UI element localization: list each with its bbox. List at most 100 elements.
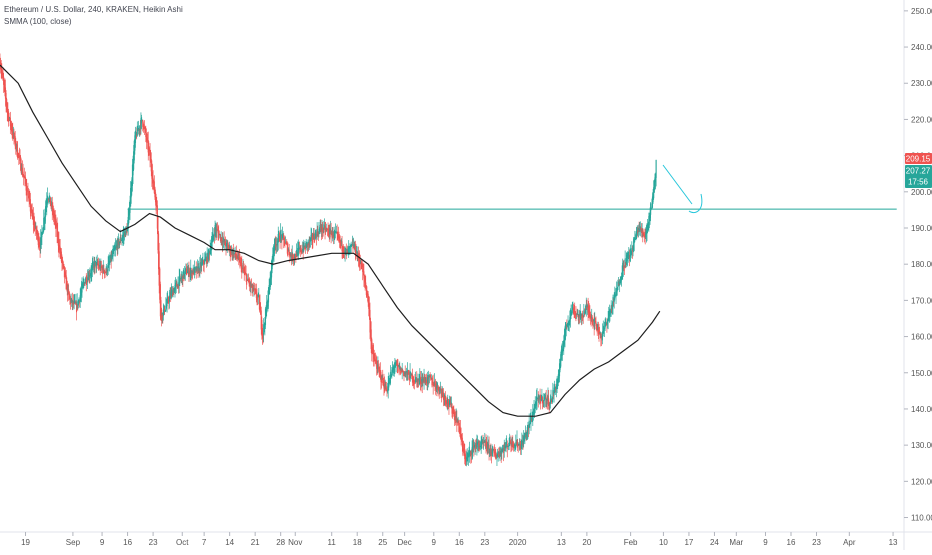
candle-body: [75, 302, 78, 313]
candle-body: [484, 441, 486, 443]
symbol-title[interactable]: Ethereum / U.S. Dollar, 240, KRAKEN, Hei…: [4, 5, 183, 14]
time-axis[interactable]: 19 Sep 9 16 23 Oct 7 14 21 28 Nov 11 18 25 Dec 9 16 23 202…: [21, 532, 898, 547]
candle-body: [290, 254, 292, 257]
candle-body: [516, 439, 518, 445]
candle-body: [437, 385, 439, 390]
candle-body: [625, 262, 627, 266]
candle-body: [5, 93, 7, 106]
candle-body: [462, 448, 465, 450]
candle-body: [27, 190, 29, 201]
candle-body: [145, 133, 147, 142]
candle-body: [21, 167, 24, 176]
candle-body: [38, 239, 40, 246]
candle-body: [330, 230, 332, 238]
candle-body: [616, 288, 618, 292]
candle-body: [371, 346, 373, 352]
candle-body: [390, 374, 392, 376]
candle-body: [208, 250, 210, 255]
candle-body: [558, 363, 561, 377]
candle-body: [582, 315, 584, 319]
candle-body: [172, 290, 174, 294]
candle-body: [326, 229, 329, 231]
candle-body: [541, 397, 544, 404]
candle-body: [474, 444, 476, 447]
projection-arrow-drawing[interactable]: [662, 164, 703, 214]
candle-body: [385, 386, 387, 391]
candle-body: [510, 441, 512, 445]
candle-body: [542, 400, 544, 403]
candle-body: [126, 229, 128, 233]
candle-body: [515, 442, 517, 446]
candle-body: [568, 322, 570, 324]
candle-body: [421, 380, 423, 385]
candle-body: [234, 250, 236, 254]
candle-body: [391, 369, 393, 375]
candle-body: [535, 396, 537, 406]
candle-body: [473, 445, 476, 448]
candle-body: [300, 250, 302, 252]
candle-body: [340, 240, 342, 245]
candle-body: [176, 283, 178, 287]
candle-body: [556, 379, 558, 387]
candle-body: [243, 267, 245, 272]
candle-body: [296, 253, 298, 258]
candle-body: [572, 307, 574, 309]
candle-body: [236, 255, 238, 259]
candle-body: [628, 254, 630, 256]
candle-body: [286, 242, 288, 244]
candle-body: [306, 242, 308, 246]
candle-body: [40, 237, 42, 248]
candle-body: [486, 446, 488, 452]
candle-body: [414, 381, 416, 383]
candle-body: [117, 238, 120, 244]
indicator-label[interactable]: SMMA (100, close): [4, 17, 72, 26]
candle-body: [171, 289, 173, 294]
candle-body: [591, 317, 593, 324]
candle-body: [461, 435, 463, 440]
candle-body: [15, 144, 17, 146]
candle-body: [514, 444, 516, 447]
candle-body: [135, 132, 137, 137]
price-axis[interactable]: 250.00240.00230.00220.00210.00200.00190.…: [904, 7, 932, 523]
candle-body: [260, 306, 262, 315]
candle-body: [0, 66, 2, 72]
candle-body: [8, 116, 10, 120]
candle-body: [609, 310, 611, 315]
candle-body: [399, 367, 401, 374]
candle-body: [131, 179, 133, 193]
candle-body: [44, 212, 46, 222]
candle-body: [240, 262, 242, 264]
candle-body: [7, 111, 10, 122]
candle-body: [277, 240, 279, 245]
candle-body: [396, 363, 398, 366]
candle-body: [94, 261, 96, 264]
candle-body: [10, 124, 13, 132]
candle-body: [645, 231, 647, 235]
candle-body: [166, 298, 168, 307]
candle-body: [486, 444, 488, 449]
candle-body: [577, 314, 579, 321]
smma-line[interactable]: [0, 64, 661, 417]
candle-body: [71, 298, 73, 301]
candle-body: [345, 250, 347, 251]
candle-body: [244, 271, 246, 274]
candle-body: [209, 248, 211, 253]
candle-body: [303, 242, 305, 252]
candle-body: [390, 371, 392, 380]
candle-body: [452, 410, 454, 412]
candle-body: [281, 235, 283, 241]
candle-body: [605, 321, 607, 326]
candle-body: [526, 427, 528, 434]
candle-body: [120, 240, 123, 241]
candle-body: [299, 246, 301, 250]
candle-body: [103, 268, 105, 272]
candle-body: [415, 377, 417, 380]
candle-body: [436, 383, 438, 388]
candle-body: [545, 396, 547, 405]
candle-body: [197, 267, 199, 275]
x-tick-label: 16: [123, 538, 132, 547]
candle-body: [89, 274, 91, 277]
candle-body: [439, 389, 441, 392]
